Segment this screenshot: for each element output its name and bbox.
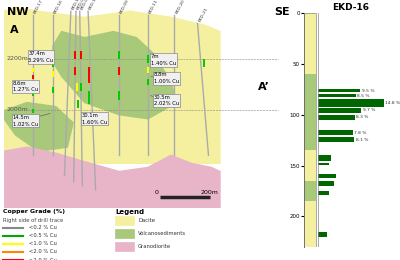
Bar bbox=[88, 92, 90, 103]
Text: 2200m: 2200m bbox=[7, 56, 29, 61]
Text: EKD-08+: EKD-08+ bbox=[76, 0, 89, 10]
Bar bbox=[32, 75, 34, 79]
Bar bbox=[318, 100, 384, 107]
Text: EKD-05+: EKD-05+ bbox=[80, 0, 92, 10]
Text: <1.0 % Cu: <1.0 % Cu bbox=[29, 241, 57, 246]
Bar bbox=[118, 51, 120, 59]
Bar bbox=[318, 181, 334, 186]
Text: 9.5 %: 9.5 % bbox=[362, 89, 374, 93]
Bar bbox=[115, 216, 134, 225]
Text: NW: NW bbox=[7, 7, 28, 17]
Polygon shape bbox=[53, 31, 177, 119]
Bar bbox=[318, 115, 355, 120]
Bar bbox=[318, 162, 329, 165]
Bar bbox=[74, 51, 76, 59]
Bar bbox=[318, 108, 361, 113]
Text: <0.5 % Cu: <0.5 % Cu bbox=[29, 233, 57, 238]
Bar bbox=[147, 67, 149, 73]
Bar bbox=[88, 116, 90, 124]
Text: Dacite: Dacite bbox=[138, 218, 155, 223]
Text: Copper Grade (%): Copper Grade (%) bbox=[3, 209, 65, 214]
Bar bbox=[76, 83, 78, 92]
Bar bbox=[52, 59, 54, 67]
Polygon shape bbox=[4, 147, 220, 208]
Text: 8.1 %: 8.1 % bbox=[356, 138, 368, 142]
Bar bbox=[318, 174, 336, 178]
Bar bbox=[147, 79, 149, 85]
Text: 200m: 200m bbox=[201, 190, 219, 196]
Bar bbox=[304, 150, 316, 181]
Bar bbox=[174, 75, 176, 83]
Bar bbox=[174, 59, 176, 67]
Text: 8.6m
1.27% Cu: 8.6m 1.27% Cu bbox=[13, 81, 38, 92]
Text: 0: 0 bbox=[155, 190, 158, 196]
Bar bbox=[318, 137, 354, 142]
Text: <0.2 % Cu: <0.2 % Cu bbox=[29, 225, 57, 230]
Text: <2.0 % Cu: <2.0 % Cu bbox=[29, 249, 57, 255]
Bar bbox=[318, 89, 360, 92]
Bar bbox=[32, 109, 34, 113]
Text: 30.5m
2.02% Cu: 30.5m 2.02% Cu bbox=[154, 95, 179, 106]
Text: 2000m: 2000m bbox=[7, 107, 29, 112]
Bar bbox=[52, 87, 54, 93]
Polygon shape bbox=[4, 102, 73, 151]
Text: 8.8m
1.00% Cu: 8.8m 1.00% Cu bbox=[154, 72, 179, 84]
Text: EKD-16: EKD-16 bbox=[53, 0, 64, 14]
Bar bbox=[304, 13, 316, 247]
Text: 7m
1.40% Cu: 7m 1.40% Cu bbox=[151, 54, 176, 66]
Text: Volcanosediments: Volcanosediments bbox=[138, 231, 186, 236]
Bar bbox=[318, 94, 356, 98]
Text: 8.5 %: 8.5 % bbox=[357, 94, 370, 98]
Text: 14.8 %: 14.8 % bbox=[385, 101, 400, 105]
Text: A’: A’ bbox=[258, 82, 269, 92]
Bar bbox=[52, 71, 54, 77]
Bar bbox=[88, 67, 90, 83]
Bar bbox=[304, 13, 316, 74]
Text: >2.0 % Cu: >2.0 % Cu bbox=[29, 257, 57, 260]
Bar bbox=[304, 181, 316, 201]
Bar bbox=[304, 201, 316, 247]
Text: 14.5m
1.02% Cu: 14.5m 1.02% Cu bbox=[13, 115, 38, 127]
Text: Legend: Legend bbox=[115, 209, 144, 215]
Text: 9.7 %: 9.7 % bbox=[363, 108, 375, 112]
Text: 8.3 %: 8.3 % bbox=[356, 115, 369, 119]
Bar bbox=[32, 82, 34, 87]
Bar bbox=[318, 232, 327, 237]
Text: 30.1m
1.60% Cu: 30.1m 1.60% Cu bbox=[82, 113, 107, 125]
Bar bbox=[74, 67, 76, 75]
Bar bbox=[318, 155, 332, 160]
Bar bbox=[32, 54, 34, 64]
Text: 37.4m
3.29% Cu: 37.4m 3.29% Cu bbox=[28, 51, 54, 63]
Text: EKD-17: EKD-17 bbox=[33, 0, 44, 14]
Bar bbox=[32, 68, 34, 72]
Bar bbox=[318, 191, 329, 195]
Text: EKD-09: EKD-09 bbox=[119, 0, 130, 14]
Bar bbox=[32, 91, 34, 96]
Polygon shape bbox=[4, 7, 220, 163]
Bar bbox=[80, 51, 82, 59]
Text: EKD-17A: EKD-17A bbox=[71, 0, 83, 10]
Bar bbox=[118, 67, 120, 75]
Bar bbox=[80, 83, 82, 92]
Text: 7.8 %: 7.8 % bbox=[354, 131, 366, 134]
Bar bbox=[77, 100, 79, 108]
Text: EKD-20: EKD-20 bbox=[174, 0, 186, 14]
Bar bbox=[304, 74, 316, 150]
Text: Granodiorite: Granodiorite bbox=[138, 244, 171, 249]
Text: EKD-14: EKD-14 bbox=[88, 0, 99, 10]
Bar bbox=[318, 130, 353, 135]
Bar bbox=[115, 229, 134, 238]
Bar bbox=[147, 55, 149, 63]
Title: EKD-16: EKD-16 bbox=[332, 3, 370, 12]
Text: EKD-21: EKD-21 bbox=[198, 6, 208, 22]
Bar bbox=[118, 92, 120, 100]
Text: EKD-11: EKD-11 bbox=[148, 0, 159, 14]
Bar bbox=[115, 242, 134, 251]
Bar bbox=[203, 59, 205, 67]
Text: A: A bbox=[10, 25, 18, 35]
Text: SE: SE bbox=[275, 7, 290, 17]
Text: Right side of drill trace: Right side of drill trace bbox=[3, 218, 63, 223]
